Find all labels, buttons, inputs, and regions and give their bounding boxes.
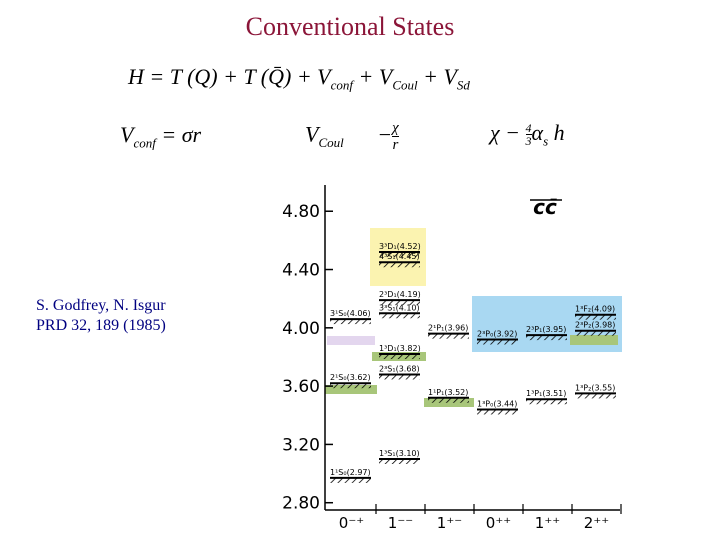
level-label: 2³D₁(4.19): [379, 290, 421, 299]
level-hatch: [477, 409, 518, 415]
x-tick-label: 1⁺⁻: [437, 514, 462, 532]
level-hatch: [575, 393, 616, 399]
citation: S. Godfrey, N. Isgur PRD 32, 189 (1985): [36, 296, 166, 336]
equation-2: Vconf = σr: [120, 122, 201, 151]
citation-line: S. Godfrey, N. Isgur: [36, 297, 166, 314]
level-label: 3³S₁(4.10): [379, 303, 420, 312]
level-label: 1³F₂(4.09): [575, 305, 615, 314]
y-tick-label: 3.60: [282, 377, 320, 397]
y-tick-label: 4.80: [282, 202, 320, 222]
x-tick-label: 1⁺⁺: [535, 514, 560, 532]
level-label: 2³P₀(3.92): [477, 329, 517, 338]
denominator: r: [392, 137, 399, 153]
numerator: χ: [392, 120, 399, 137]
eq-sub: s: [543, 133, 549, 149]
level-hatch: [330, 319, 371, 325]
level-hatch: [379, 300, 420, 306]
level-hatch: [379, 262, 420, 268]
eq-part: V: [120, 122, 134, 147]
y-tick-label: 3.20: [282, 435, 320, 455]
level-label: 1³P₀(3.44): [477, 399, 517, 408]
level-label: 2³P₂(3.98): [575, 321, 615, 330]
eq-sub: conf: [133, 135, 156, 151]
level-label: 3³D₁(4.52): [379, 242, 421, 251]
eq-part: χ −: [490, 120, 526, 145]
level-hatch: [330, 477, 371, 483]
level-hatch: [428, 333, 469, 339]
title: Conventional States: [245, 12, 455, 41]
level-label: 2¹P₁(3.96): [428, 324, 468, 333]
level-hatch: [428, 397, 469, 403]
equation-4: χ − 4 3 αs h: [490, 120, 565, 149]
citation-line: PRD 32, 189 (1985): [36, 317, 166, 334]
level-label: 3¹S₀(4.06): [330, 309, 371, 318]
level-hatch: [379, 252, 420, 258]
highlight-strip: [570, 335, 618, 345]
highlight-strip: [327, 336, 375, 345]
level-hatch: [379, 458, 420, 464]
eq-part: H = T (Q) + T (Q̄) + V: [128, 64, 331, 89]
level-hatch: [477, 339, 518, 345]
y-tick-label: 4.00: [282, 319, 320, 339]
eq-part: α: [531, 120, 544, 145]
equation-1: H = T (Q) + T (Q̄) + Vconf + VCoul + VSd: [128, 64, 470, 93]
eq-part: + V: [417, 64, 457, 89]
y-tick-label: 4.40: [282, 261, 320, 281]
y-tick-label: 2.80: [282, 494, 320, 514]
level-label: 1³P₁(3.51): [526, 389, 566, 398]
level-label: 1¹P₁(3.52): [428, 388, 468, 397]
eq-part: h: [553, 120, 565, 145]
highlight-strip: [325, 385, 377, 394]
level-hatch: [575, 314, 616, 320]
level-hatch: [379, 313, 420, 319]
eq-sub: conf: [330, 77, 354, 93]
eq-sub: Coul: [318, 134, 344, 150]
equation-3: VCoul − χ r: [305, 120, 399, 153]
x-tick-label: 0⁻⁺: [339, 514, 364, 532]
level-hatch: [575, 330, 616, 336]
level-label: 1³S₁(3.10): [379, 449, 420, 458]
level-hatch: [379, 374, 420, 380]
eq-part: V: [305, 121, 319, 147]
level-hatch: [379, 354, 420, 360]
level-hatch: [526, 399, 567, 405]
eq-part: −: [377, 121, 393, 147]
eq-sub: Coul: [392, 77, 418, 93]
x-tick-label: 2⁺⁺: [584, 514, 609, 532]
eq-sub: Sd: [456, 77, 470, 93]
quark-label: cc̄: [533, 195, 557, 219]
level-label: 2³P₁(3.95): [526, 325, 566, 334]
x-tick-label: 1⁻⁻: [388, 514, 413, 532]
numerator: 4: [525, 121, 532, 136]
level-label: 1¹S₀(2.97): [330, 468, 371, 477]
level-hatch: [330, 383, 371, 389]
eq-part: = σr: [155, 122, 202, 147]
eq-part: + V: [353, 64, 393, 89]
level-label: 1³D₁(3.82): [379, 344, 421, 353]
level-label: 1³P₂(3.55): [575, 383, 615, 392]
level-label: 2³S₁(3.68): [379, 364, 420, 373]
level-label: 2¹S₀(3.62): [330, 373, 371, 382]
level-hatch: [526, 335, 567, 341]
denominator: 3: [525, 134, 532, 149]
x-tick-label: 0⁺⁺: [486, 514, 511, 532]
